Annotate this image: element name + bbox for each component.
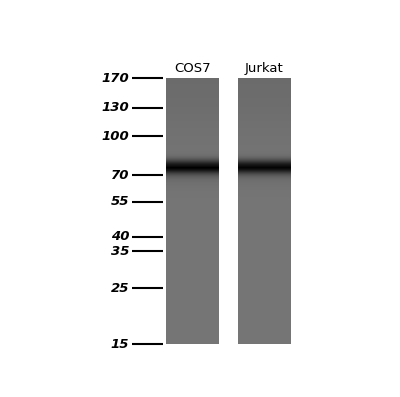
Text: 25: 25: [110, 282, 129, 295]
Text: 100: 100: [101, 130, 129, 143]
Text: 70: 70: [110, 169, 129, 182]
Text: 40: 40: [110, 230, 129, 243]
Text: 15: 15: [110, 338, 129, 351]
Text: 170: 170: [101, 72, 129, 85]
Text: 55: 55: [110, 195, 129, 208]
Text: Jurkat: Jurkat: [244, 62, 283, 75]
Text: 130: 130: [101, 101, 129, 114]
Text: 35: 35: [110, 245, 129, 258]
Text: COS7: COS7: [174, 62, 211, 75]
